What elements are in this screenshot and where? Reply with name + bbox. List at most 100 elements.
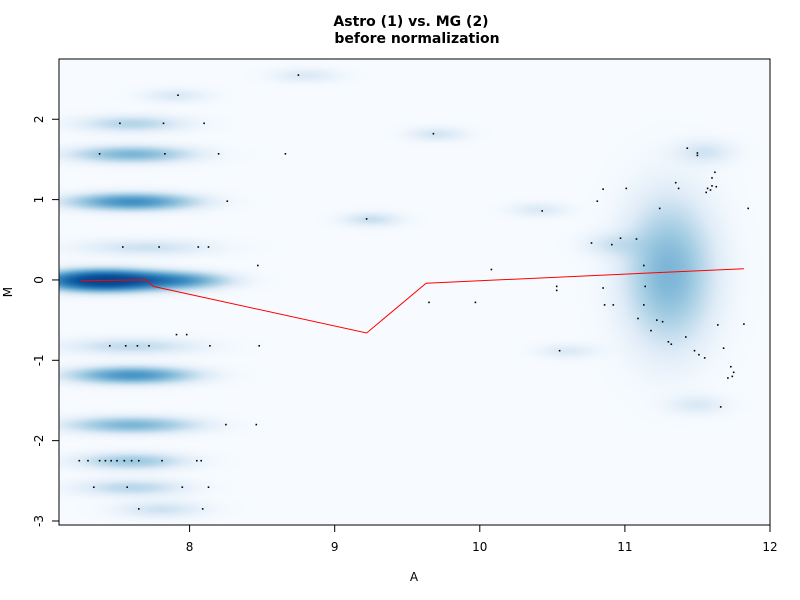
data-point bbox=[162, 122, 165, 125]
data-point bbox=[703, 357, 706, 359]
data-point bbox=[98, 459, 101, 462]
density-layer bbox=[59, 59, 770, 525]
data-point bbox=[164, 153, 166, 155]
data-point bbox=[200, 459, 202, 462]
data-point bbox=[731, 375, 734, 378]
data-point bbox=[637, 317, 639, 320]
data-point bbox=[161, 459, 163, 462]
data-point bbox=[602, 188, 604, 190]
data-point bbox=[432, 132, 435, 135]
data-point bbox=[109, 345, 111, 347]
data-point bbox=[635, 238, 638, 240]
data-point bbox=[747, 207, 749, 210]
data-point bbox=[207, 246, 210, 248]
data-point bbox=[674, 181, 677, 184]
data-point bbox=[611, 243, 613, 246]
x-tick-label: 8 bbox=[186, 540, 194, 554]
data-point bbox=[711, 185, 713, 187]
data-point bbox=[196, 459, 198, 462]
data-point bbox=[625, 187, 628, 190]
data-point bbox=[709, 189, 712, 191]
x-tick-label: 11 bbox=[617, 540, 632, 554]
data-point bbox=[217, 153, 220, 155]
data-point bbox=[722, 347, 725, 349]
data-point bbox=[98, 153, 101, 155]
x-axis: 8 9 10 11 12 bbox=[186, 525, 778, 554]
data-point bbox=[207, 486, 210, 488]
data-point bbox=[717, 324, 719, 326]
data-point bbox=[686, 147, 689, 149]
data-point bbox=[555, 285, 558, 288]
data-point bbox=[177, 94, 179, 96]
data-point bbox=[104, 459, 107, 462]
data-point bbox=[490, 268, 493, 271]
data-point bbox=[698, 353, 700, 356]
data-point bbox=[705, 191, 707, 194]
data-point bbox=[474, 301, 477, 304]
data-point bbox=[126, 486, 128, 488]
data-point bbox=[87, 459, 89, 462]
data-point bbox=[612, 304, 615, 306]
y-axis: -3 -2 -1 0 1 2 bbox=[32, 115, 59, 527]
data-point bbox=[116, 459, 118, 462]
data-point bbox=[226, 200, 229, 202]
density-image bbox=[59, 59, 770, 525]
data-point bbox=[136, 345, 139, 347]
plot-frame bbox=[58, 58, 771, 526]
data-point bbox=[656, 319, 658, 321]
y-tick-label: -3 bbox=[32, 515, 46, 527]
data-point bbox=[93, 486, 95, 488]
data-point bbox=[711, 177, 713, 179]
data-point bbox=[203, 122, 205, 125]
data-point bbox=[644, 285, 646, 288]
lowess-line bbox=[80, 268, 744, 334]
data-point bbox=[255, 423, 258, 426]
data-point bbox=[670, 343, 673, 345]
data-point bbox=[643, 264, 645, 267]
data-point bbox=[727, 377, 729, 379]
data-point bbox=[719, 406, 722, 408]
y-tick-label: -2 bbox=[32, 435, 46, 447]
y-tick-label: -1 bbox=[32, 354, 46, 366]
data-point bbox=[696, 154, 699, 157]
data-point bbox=[732, 371, 735, 374]
data-point bbox=[714, 171, 716, 174]
data-point bbox=[225, 423, 227, 426]
data-point bbox=[119, 122, 121, 125]
data-point bbox=[138, 508, 140, 510]
data-point bbox=[175, 333, 178, 336]
data-point bbox=[743, 323, 745, 325]
y-axis-label: M bbox=[1, 287, 15, 297]
data-point bbox=[650, 329, 652, 332]
y-tick-label: 0 bbox=[32, 276, 46, 284]
data-point bbox=[696, 152, 699, 154]
data-point bbox=[558, 349, 561, 352]
y-tick-label: 1 bbox=[32, 196, 46, 204]
data-point bbox=[365, 218, 368, 220]
data-point bbox=[685, 336, 687, 338]
data-point bbox=[257, 264, 259, 267]
x-tick-label: 10 bbox=[472, 540, 487, 554]
data-point bbox=[185, 333, 188, 336]
data-point bbox=[110, 459, 112, 462]
data-point bbox=[209, 345, 211, 347]
data-point bbox=[258, 345, 260, 347]
chart-title: Astro (1) vs. MG (2) bbox=[333, 14, 488, 30]
data-point bbox=[693, 349, 696, 352]
data-point bbox=[643, 304, 645, 306]
data-point bbox=[123, 459, 126, 462]
data-point bbox=[677, 187, 680, 190]
points-layer bbox=[78, 74, 749, 510]
data-point bbox=[661, 320, 664, 323]
data-point bbox=[284, 153, 287, 155]
data-point bbox=[602, 287, 604, 289]
data-point bbox=[596, 200, 599, 202]
data-point bbox=[78, 459, 81, 462]
y-tick-label: 2 bbox=[32, 115, 46, 123]
data-point bbox=[658, 207, 661, 210]
lowess-line-layer bbox=[80, 268, 744, 334]
data-point bbox=[201, 508, 204, 510]
data-point bbox=[124, 345, 127, 347]
data-point bbox=[555, 289, 558, 292]
data-point bbox=[541, 210, 543, 212]
